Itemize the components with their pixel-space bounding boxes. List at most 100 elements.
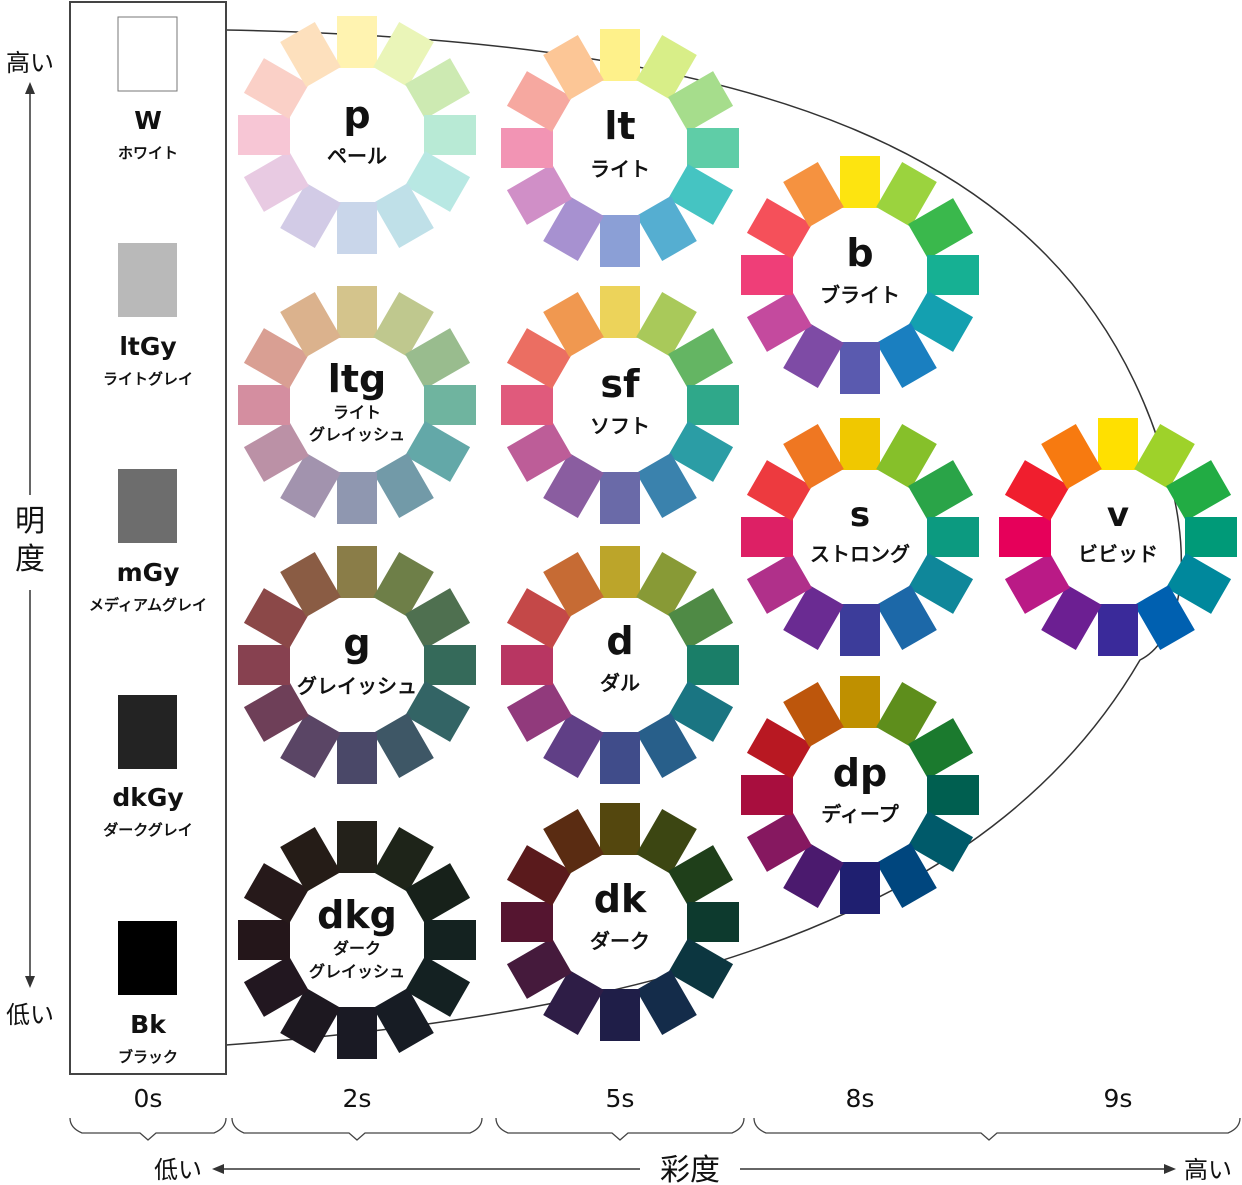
petal-dkg-5 bbox=[373, 988, 434, 1054]
petal-dp-9 bbox=[741, 775, 793, 815]
petal-s-3 bbox=[927, 517, 979, 557]
tone-ring-lt: lt ライト bbox=[501, 29, 739, 267]
petal-g-6 bbox=[337, 732, 377, 784]
petal-dp-6 bbox=[840, 862, 880, 914]
petal-sf-3 bbox=[687, 385, 739, 425]
gray-swatch-mgy: mGy メディアムグレイ bbox=[89, 469, 207, 614]
arrow-up-icon bbox=[25, 82, 35, 94]
tone-name-p: ペール bbox=[327, 144, 387, 168]
petal-ltg-5 bbox=[373, 453, 434, 519]
petal-dkg-2 bbox=[405, 863, 471, 924]
petal-dp-10 bbox=[746, 718, 812, 779]
petal-dk-5 bbox=[636, 970, 697, 1036]
petal-ltg-2 bbox=[405, 328, 471, 389]
tone-name-dkg-2: グレイッシュ bbox=[309, 962, 405, 981]
petal-s-10 bbox=[746, 460, 812, 521]
petal-b-0 bbox=[840, 156, 880, 208]
petal-s-2 bbox=[908, 460, 974, 521]
petal-dk-7 bbox=[543, 970, 604, 1036]
petal-dp-5 bbox=[876, 843, 937, 909]
gray-name-mgy: メディアムグレイ bbox=[89, 596, 207, 614]
brace-0s bbox=[69, 1117, 227, 1141]
petal-dk-6 bbox=[600, 989, 640, 1041]
petal-ltg-11 bbox=[280, 291, 341, 357]
petal-g-4 bbox=[405, 681, 471, 742]
petal-b-11 bbox=[783, 161, 844, 227]
petal-d-3 bbox=[687, 645, 739, 685]
petal-dkg-11 bbox=[280, 826, 341, 892]
swatch-w bbox=[117, 16, 178, 92]
petal-s-11 bbox=[783, 423, 844, 489]
tone-name-s: ストロング bbox=[810, 542, 910, 566]
achromatic-frame bbox=[69, 1, 227, 1075]
tone-ring-ltg: ltg ライト グレイッシュ bbox=[238, 286, 476, 524]
tone-code-d: d bbox=[606, 619, 633, 663]
petal-d-7 bbox=[543, 713, 604, 779]
petal-v-2 bbox=[1166, 460, 1232, 521]
chroma-axis: 低い 彩度 高い bbox=[154, 1153, 1232, 1185]
petal-s-6 bbox=[840, 604, 880, 656]
petal-s-1 bbox=[876, 423, 937, 489]
gray-name-w: ホワイト bbox=[118, 144, 178, 162]
petal-ltg-4 bbox=[405, 421, 471, 482]
petal-dkg-8 bbox=[243, 956, 309, 1017]
lightness-low-label: 低い bbox=[6, 1001, 54, 1029]
petal-ltg-3 bbox=[424, 385, 476, 425]
petal-dkg-3 bbox=[424, 920, 476, 960]
column-label-2s: 2s bbox=[343, 1084, 372, 1113]
petal-d-8 bbox=[506, 681, 572, 742]
petal-lt-3 bbox=[687, 128, 739, 168]
petal-v-8 bbox=[1004, 553, 1070, 614]
petal-lt-2 bbox=[668, 71, 734, 132]
petal-p-10 bbox=[243, 58, 309, 119]
petal-ltg-9 bbox=[238, 385, 290, 425]
petal-sf-4 bbox=[668, 421, 734, 482]
petal-g-2 bbox=[405, 588, 471, 649]
petal-dk-3 bbox=[687, 902, 739, 942]
gray-code-bk: Bk bbox=[130, 1010, 167, 1039]
petal-p-8 bbox=[243, 151, 309, 212]
gray-name-ltgy: ライトグレイ bbox=[103, 370, 193, 388]
tone-code-s: s bbox=[850, 495, 870, 535]
petal-dk-8 bbox=[506, 938, 572, 999]
petal-dkg-10 bbox=[243, 863, 309, 924]
petal-v-10 bbox=[1004, 460, 1070, 521]
petal-g-5 bbox=[373, 713, 434, 779]
petal-dkg-9 bbox=[238, 920, 290, 960]
swatch-dkgy bbox=[118, 695, 177, 769]
petal-p-4 bbox=[405, 151, 471, 212]
lightness-axis: 高い 低い 明 度 bbox=[6, 49, 54, 1029]
petal-v-9 bbox=[999, 517, 1051, 557]
petal-b-9 bbox=[741, 255, 793, 295]
column-label-9s: 9s bbox=[1104, 1084, 1133, 1113]
petal-v-4 bbox=[1166, 553, 1232, 614]
petal-lt-8 bbox=[506, 164, 572, 225]
petal-p-0 bbox=[337, 16, 377, 68]
petal-s-0 bbox=[840, 418, 880, 470]
column-braces bbox=[69, 1117, 1241, 1141]
petal-s-9 bbox=[741, 517, 793, 557]
gray-code-w: W bbox=[134, 106, 162, 135]
petal-p-5 bbox=[373, 183, 434, 249]
petal-p-7 bbox=[280, 183, 341, 249]
petal-d-0 bbox=[600, 546, 640, 598]
lightness-high-label: 高い bbox=[6, 49, 54, 77]
tone-ring-d: d ダル bbox=[501, 546, 739, 784]
petal-sf-8 bbox=[506, 421, 572, 482]
petal-g-1 bbox=[373, 551, 434, 617]
petal-sf-2 bbox=[668, 328, 734, 389]
petal-b-6 bbox=[840, 342, 880, 394]
brace-2s bbox=[231, 1117, 483, 1141]
petal-g-9 bbox=[238, 645, 290, 685]
chroma-low-label: 低い bbox=[154, 1156, 202, 1184]
petal-dp-1 bbox=[876, 681, 937, 747]
petal-v-0 bbox=[1098, 418, 1138, 470]
tone-code-ltg: ltg bbox=[328, 357, 386, 401]
tone-ring-dk: dk ダーク bbox=[501, 803, 739, 1041]
tone-code-lt: lt bbox=[604, 104, 635, 148]
petal-b-4 bbox=[908, 291, 974, 352]
petal-ltg-8 bbox=[243, 421, 309, 482]
petal-ltg-7 bbox=[280, 453, 341, 519]
petal-b-10 bbox=[746, 198, 812, 259]
petal-v-6 bbox=[1098, 604, 1138, 656]
